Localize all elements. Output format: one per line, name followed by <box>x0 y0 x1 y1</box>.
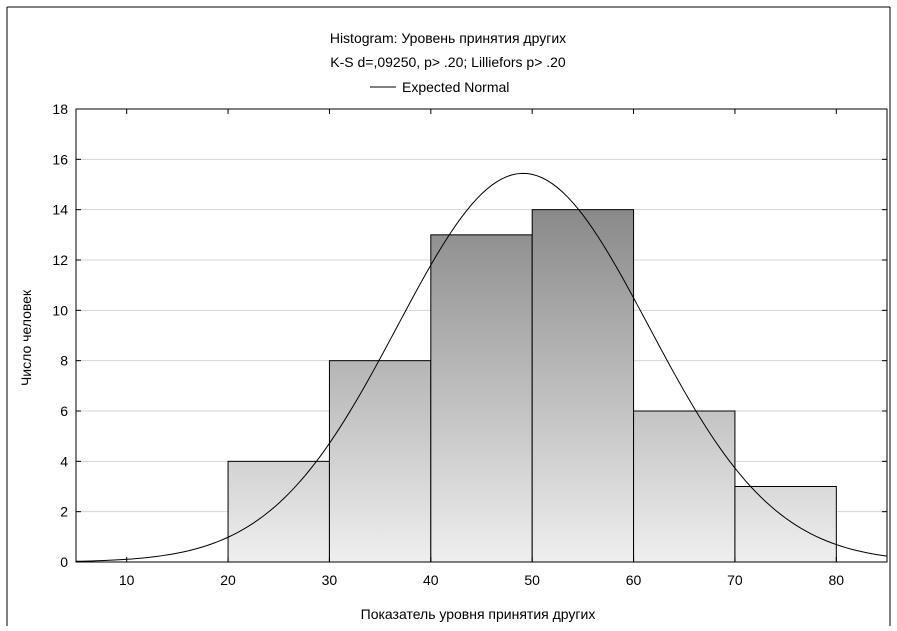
expected-normal-curve <box>75 172 888 562</box>
y-tick-label-18: 18 <box>52 101 68 117</box>
y-axis-label: Число человек <box>18 289 34 386</box>
ticks-layer: 0 2 4 6 8 10 12 14 16 18 10 20 30 40 50 60 70 80 <box>52 101 887 588</box>
histogram-bar-40-50 <box>430 234 533 563</box>
x-tick-label-70: 70 <box>727 572 743 588</box>
x-axis-label: Показатель уровня принятия других <box>361 606 596 622</box>
y-tick-label-8: 8 <box>60 353 68 369</box>
histogram-bar-60-70 <box>633 410 736 563</box>
y-tick-label-6: 6 <box>60 403 68 419</box>
y-tick-label-2: 2 <box>60 504 68 520</box>
x-tick-label-40: 40 <box>423 572 439 588</box>
y-tick-label-12: 12 <box>52 252 68 268</box>
legend-label-expected-normal: Expected Normal <box>402 79 509 95</box>
x-tick-label-80: 80 <box>829 572 845 588</box>
y-tick-label-10: 10 <box>52 302 68 318</box>
y-tick-label-0: 0 <box>60 554 68 570</box>
histogram-bar-50-60 <box>531 209 635 563</box>
legend: Expected Normal <box>370 79 509 95</box>
histogram-bar-20-30 <box>227 460 330 563</box>
y-tick-label-16: 16 <box>52 151 68 167</box>
plot-area-frame <box>75 108 888 563</box>
bars-layer <box>227 209 837 563</box>
chart-title: Histogram: Уровень принятия других <box>330 30 566 46</box>
histogram-bar-30-40 <box>328 360 432 563</box>
x-tick-label-60: 60 <box>626 572 642 588</box>
y-tick-label-14: 14 <box>52 202 68 218</box>
x-tick-label-20: 20 <box>220 572 236 588</box>
chart-subtitle: K-S d=,09250, p> .20; Lilliefors p> .20 <box>330 54 566 70</box>
x-tick-label-50: 50 <box>524 572 540 588</box>
x-tick-label-10: 10 <box>119 572 135 588</box>
y-tick-label-4: 4 <box>60 453 68 469</box>
x-tick-label-30: 30 <box>322 572 338 588</box>
histogram-bar-70-80 <box>734 486 837 563</box>
